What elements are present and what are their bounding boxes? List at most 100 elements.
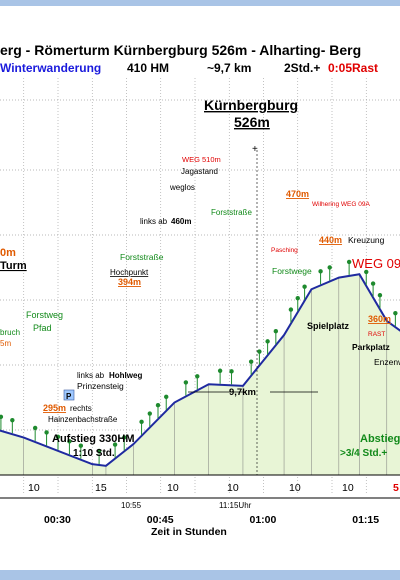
jagastand-label: Jagastand xyxy=(181,167,218,176)
abstieg-time-label: >3/4 Std.+ xyxy=(340,448,387,459)
hohlweg-label: Hohlweg xyxy=(109,371,142,380)
tree-icon xyxy=(302,284,307,289)
tree-icon xyxy=(112,442,118,447)
prinzensteig-label: Prinzensteig xyxy=(77,381,124,391)
tree-icon xyxy=(377,293,383,298)
links-ab-hohlweg-label: links ab xyxy=(77,371,105,380)
left-elev-label: 0m xyxy=(0,247,16,259)
weg510-label: WEG 510m xyxy=(182,155,221,164)
sm-label: 5m xyxy=(0,339,11,348)
rast-label: RAST xyxy=(368,331,385,338)
tree-icon xyxy=(32,425,38,431)
abstieg-label: Abstieg xyxy=(360,433,400,445)
hm-label: 410 HM xyxy=(127,61,170,75)
tree-icon xyxy=(139,419,144,425)
tree-icon xyxy=(393,310,398,316)
tree-icon xyxy=(257,349,262,354)
tree-icon xyxy=(288,307,294,312)
x-tick-label: 01:15 xyxy=(352,514,379,526)
tree-icon xyxy=(327,265,332,270)
tree-icon xyxy=(10,417,15,423)
profile-fill xyxy=(0,274,400,475)
forstweg-label: Forstweg xyxy=(26,310,63,320)
hochpunkt-label: Hochpunkt xyxy=(110,268,149,277)
tree-icon xyxy=(217,368,223,373)
tree-icon xyxy=(295,295,300,301)
forstwege-label: Forstwege xyxy=(272,266,312,276)
hochpunkt-elev-label: 394m xyxy=(118,277,141,287)
tree-icon xyxy=(78,443,84,448)
pfad-label: Pfad xyxy=(33,323,52,333)
tree-icon xyxy=(164,394,169,400)
segment-minutes-label: 10 xyxy=(342,482,354,494)
tree-markers xyxy=(0,259,398,465)
tree-icon xyxy=(122,435,127,440)
x-tick-label: 00:45 xyxy=(147,514,174,526)
segment-minutes-label: 15 xyxy=(95,482,107,494)
tree-icon xyxy=(318,269,323,274)
segment-minutes-label: 10 xyxy=(289,482,301,494)
profile-area xyxy=(0,273,400,499)
bottom-band xyxy=(0,570,400,580)
tree-icon xyxy=(183,380,189,385)
tree-icon xyxy=(229,369,234,374)
pasching-label: Pasching xyxy=(271,247,298,254)
hainzenbach-label: Hainzenbachstraße xyxy=(48,415,118,424)
x-tick-label: 00:30 xyxy=(44,514,71,526)
top-band xyxy=(0,0,400,6)
tree-icon xyxy=(44,430,49,435)
forststrasse-right-label: Forststraße xyxy=(211,208,252,217)
rast-label: 0:05Rast xyxy=(328,61,379,75)
aufstieg-time-label: 1:10 Std. xyxy=(73,448,115,459)
tree-icon xyxy=(96,448,102,454)
span-distance-label: 9,7km xyxy=(229,387,256,398)
spielplatz-label: Spielplatz xyxy=(307,321,350,331)
x-tick-label: 01:00 xyxy=(250,514,277,526)
forststrasse-left-label: Forststraße xyxy=(120,252,164,262)
profile-line xyxy=(0,273,400,467)
peak-name-label: Kürnbergburg xyxy=(204,97,298,113)
season-label: Winterwanderung xyxy=(0,61,102,75)
e295-label: 295m xyxy=(43,403,66,413)
tree-icon xyxy=(0,414,4,420)
segment-minutes-label: 10 xyxy=(28,482,40,494)
aufstieg-label: Aufstieg 330HM xyxy=(52,433,135,445)
tree-icon xyxy=(273,329,279,334)
parking-icon xyxy=(63,389,75,401)
kreuzung-label: Kreuzung xyxy=(348,235,385,245)
wilhering-label: Wilhering WEG 09A xyxy=(312,201,370,208)
tree-icon xyxy=(55,434,61,440)
tree-icon xyxy=(147,411,152,416)
x-axis-title: Zeit in Stunden xyxy=(151,526,227,538)
tree-icon xyxy=(364,269,369,275)
segment-minutes-label: 10 xyxy=(167,482,179,494)
tree-icon xyxy=(195,374,200,379)
tree-icon xyxy=(67,439,72,444)
tree-icon xyxy=(155,402,161,408)
peak-cross: + xyxy=(252,144,258,155)
t1055-label: 10:55 xyxy=(121,501,142,510)
tree-icon xyxy=(370,281,376,286)
left-turm-label: Turm xyxy=(0,260,27,272)
weglos-label: weglos xyxy=(169,183,195,192)
tree-icon xyxy=(248,359,254,364)
parkplatz-label: Parkplatz xyxy=(352,342,390,352)
parking-label: P xyxy=(66,392,72,401)
bruch-label: bruch xyxy=(0,328,20,337)
enzenw-label: Enzenw xyxy=(374,357,400,367)
chart-title: erg - Römerturm Kürnbergburg 526m - Alha… xyxy=(0,42,362,58)
rechts-label: rechts xyxy=(70,404,92,413)
tree-icon xyxy=(346,259,352,265)
peak-elev-label: 526m xyxy=(234,114,270,130)
right-edge-label: 5 xyxy=(393,482,399,494)
distance-label: ~9,7 km xyxy=(207,61,252,75)
x-axis: 00:3000:4501:0001:1501:30101510101010510… xyxy=(28,482,399,538)
e440-label: 440m xyxy=(319,235,342,245)
time-label: 2Std.+ xyxy=(284,61,321,75)
links-ab-elev-label: 460m xyxy=(171,217,191,226)
e470-label: 470m xyxy=(286,189,309,199)
links-ab-label: links ab xyxy=(140,217,168,226)
